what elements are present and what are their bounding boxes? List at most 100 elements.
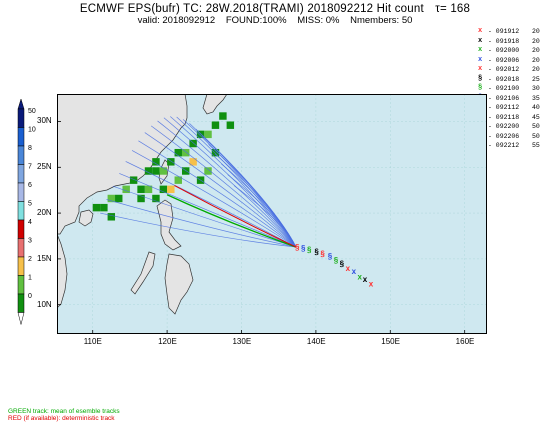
track-marker: § [295,243,300,252]
legend-symbol: § [478,74,483,83]
colorbar-cell [17,145,25,165]
colorbar-label: 50 [28,108,36,115]
lat-tick-label: 15N [37,253,52,263]
legend-date: - 092206 [488,132,520,140]
mindoro-palawan [130,251,156,295]
legend-intensity: 40 [532,104,540,111]
hit-count-cell [107,213,116,221]
hit-count-cell [92,203,101,212]
colorbar-label: 5 [28,201,32,208]
legend-intensity: 50 [532,132,540,140]
tau-label: τ= 168 [435,3,471,15]
legend-date: - 092000 [488,47,520,54]
land-masses [57,94,228,315]
legend-intensity: 55 [532,142,540,149]
ensemble-track [176,116,297,248]
track-marker: § [307,246,312,255]
track-marker: § [301,244,306,253]
ensemble-track [125,161,296,248]
legend-intensity: 45 [532,113,540,121]
legend-date: - 091918 [488,37,520,45]
ensemble-track [170,116,297,248]
miss-percent: MISS: 0% [297,15,340,26]
map-frame [57,94,487,334]
lon-tick-label: 120E [158,337,177,346]
legend-symbol: x [478,27,483,35]
colorbar-label: 4 [28,219,32,226]
ensemble-track [119,173,296,248]
legend-date: - 092106 [488,94,520,102]
track-marker: § [340,259,345,268]
legend-date: - 092118 [488,113,520,121]
ensemble-tracks [100,116,297,248]
legend-row: x - 092000 20 [478,46,540,56]
legend-date: - 091912 [488,28,520,35]
track-marker: x [352,267,357,276]
colorbar-cell [17,256,25,276]
legend-date: - 092100 [488,85,520,92]
hit-count-cell [211,121,220,129]
hit-count-cell [204,167,212,175]
lon-tick-label: 140E [306,337,326,346]
legend-date: - 092212 [488,142,520,149]
colorbar-cell [17,219,25,239]
colorbar-cell [17,275,25,295]
ensemble-track [138,140,297,248]
axis-ticks [57,121,466,334]
hit-count-cell [137,185,145,194]
legend-intensity: 20 [532,56,540,64]
green-track-note: GREEN track: mean of esemble tracks [8,408,120,415]
legend-symbol: x [478,65,483,73]
legend-intensity: 30 [532,85,540,92]
colorbar-cell [17,182,25,202]
track-marker: x [363,275,368,284]
legend-row: x - 092006 20 [478,56,540,66]
hit-count-cell [167,185,175,194]
legend-date: - 092200 [488,123,520,130]
legend-row: § - 092100 30 [478,84,540,94]
colorbar-cell [17,127,25,147]
colorbar-cell [17,238,25,258]
track-marker: § [320,249,325,258]
ensemble-track [163,117,297,248]
legend-row: § - 092018 25 [478,75,540,85]
lat-tick-label: 25N [37,162,52,172]
ensemble-track [233,185,297,248]
colorbar-label: 3 [28,238,32,245]
legend-date: - 092006 [488,56,520,64]
luzon-island [156,199,182,251]
legend-intensity: 25 [532,75,540,83]
valid-time: valid: 2018092912 [137,15,216,26]
legend-row: x - 091912 20 [478,27,540,37]
hit-count-cell [152,167,160,175]
red-track-note: RED (if available): deterministic track [8,415,115,422]
legend-symbol: § [478,84,483,92]
lon-tick-label: 160E [455,337,475,346]
hit-count-cell [152,194,160,203]
subtitle: valid: 2018092912 FOUND:100% MISS: 0% Nm… [0,15,550,26]
hit-count-cell [122,185,130,194]
member-count: Nmembers: 50 [350,15,413,26]
legend-intensity: 20 [532,66,540,73]
legend-intensity: 50 [532,123,540,130]
legend-date: - 092112 [488,104,520,111]
ensemble-track [150,125,297,248]
lat-tick-label: 10N [37,299,52,309]
hit-count-cell [181,167,190,175]
legend-intensity: 20 [532,28,540,35]
colorbar-cell [17,201,25,221]
ensemble-track [100,212,296,248]
colorbar-cell [17,293,25,313]
colorbar-label: 1 [28,275,32,282]
track-marker: x [369,280,374,289]
legend-intensity: 20 [532,47,540,54]
hit-count-cell [115,194,123,203]
hit-count-cell [137,194,145,203]
